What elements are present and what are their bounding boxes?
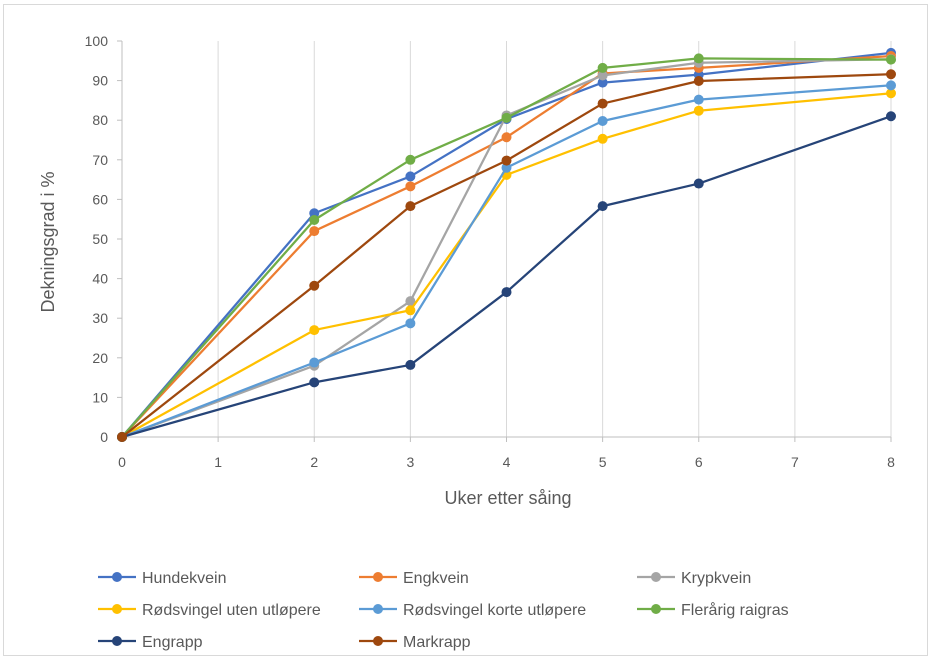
x-tick-label-6: 6 xyxy=(695,454,703,470)
series-7 xyxy=(117,69,896,442)
x-tick-label-0: 0 xyxy=(118,454,126,470)
legend-item-6: Engrapp xyxy=(98,634,203,651)
x-tick-label-5: 5 xyxy=(599,454,607,470)
y-tick-label-90: 90 xyxy=(92,73,108,89)
legend-item-7: Markrapp xyxy=(359,634,471,651)
x-tick-label-1: 1 xyxy=(214,454,222,470)
data-point-4-4 xyxy=(597,115,608,126)
legend-marker-1 xyxy=(373,572,383,582)
data-point-5-4 xyxy=(597,62,608,73)
x-tick-label-2: 2 xyxy=(310,454,318,470)
y-tick-label-20: 20 xyxy=(92,350,108,366)
legend-label-3: Rødsvingel uten utløpere xyxy=(142,602,321,619)
legend-marker-7 xyxy=(373,636,383,646)
data-point-4-5 xyxy=(693,94,704,105)
data-point-3-4 xyxy=(597,133,608,144)
legend-item-0: Hundekvein xyxy=(98,570,227,587)
data-point-3-6 xyxy=(886,88,896,99)
legend: Hundekvein Engkvein Krypkvein Rødsvingel ut… xyxy=(98,570,789,651)
y-axis-title: Dekningsgrad i % xyxy=(38,171,58,312)
data-point-5-1 xyxy=(309,214,320,225)
y-tick-label-0: 0 xyxy=(100,429,108,445)
data-point-4-2 xyxy=(405,318,416,329)
series-4 xyxy=(117,80,896,442)
data-point-7-6 xyxy=(886,69,896,80)
data-point-3-2 xyxy=(405,305,416,316)
legend-label-4: Rødsvingel korte utløpere xyxy=(403,602,586,619)
legend-label-7: Markrapp xyxy=(403,634,471,651)
data-point-0-2 xyxy=(405,171,416,182)
data-point-3-1 xyxy=(309,325,320,336)
data-point-2-4 xyxy=(597,70,608,81)
y-tick-label-40: 40 xyxy=(92,271,108,287)
legend-label-2: Krypkvein xyxy=(681,570,751,587)
data-point-7-4 xyxy=(597,98,608,109)
data-point-7-3 xyxy=(501,155,512,166)
data-point-5-2 xyxy=(405,154,416,165)
data-point-0-4 xyxy=(597,77,608,88)
data-point-6-1 xyxy=(309,377,320,388)
data-point-4-6 xyxy=(886,80,896,91)
data-point-6-3 xyxy=(501,287,512,298)
y-tick-label-100: 100 xyxy=(85,33,109,49)
data-point-3-5 xyxy=(693,105,704,116)
legend-item-4: Rødsvingel korte utløpere xyxy=(359,602,586,619)
data-point-6-5 xyxy=(693,178,704,189)
data-point-6-4 xyxy=(597,201,608,212)
legend-item-1: Engkvein xyxy=(359,570,469,587)
data-point-1-1 xyxy=(309,226,320,237)
data-point-5-3 xyxy=(501,112,512,123)
x-tick-label-4: 4 xyxy=(503,454,511,470)
data-point-7-5 xyxy=(693,75,704,86)
y-tick-label-10: 10 xyxy=(92,389,108,405)
data-point-5-5 xyxy=(693,53,704,64)
x-tick-label-3: 3 xyxy=(406,454,414,470)
data-point-7-2 xyxy=(405,201,416,212)
legend-label-0: Hundekvein xyxy=(142,570,227,587)
legend-label-1: Engkvein xyxy=(403,570,469,587)
x-tick-label-8: 8 xyxy=(887,454,895,470)
series-lines xyxy=(117,47,896,442)
data-point-5-6 xyxy=(886,54,896,65)
chart-frame: 0 10 20 30 40 50 60 70 80 90 100 0 1 2 3 4 5 6 7 8 Uker ett… xyxy=(3,4,928,656)
legend-marker-4 xyxy=(373,604,383,614)
axes xyxy=(117,40,892,442)
legend-label-6: Engrapp xyxy=(142,634,203,651)
y-tick-label-60: 60 xyxy=(92,191,108,207)
legend-item-3: Rødsvingel uten utløpere xyxy=(98,602,321,619)
legend-item-5: Flerårig raigras xyxy=(637,601,789,619)
x-axis-title: Uker etter såing xyxy=(444,488,571,508)
data-point-7-0 xyxy=(117,432,127,442)
legend-marker-6 xyxy=(112,636,122,646)
data-point-7-1 xyxy=(309,280,320,291)
x-tick-label-7: 7 xyxy=(791,454,799,470)
legend-label-5: Flerårig raigras xyxy=(681,601,789,619)
data-point-6-2 xyxy=(405,359,416,370)
legend-marker-5 xyxy=(651,604,661,614)
y-tick-label-70: 70 xyxy=(92,152,108,168)
legend-item-2: Krypkvein xyxy=(637,570,751,587)
data-point-1-2 xyxy=(405,181,416,192)
tick-labels: 0 10 20 30 40 50 60 70 80 90 100 0 1 2 3 4 5 6 7 8 xyxy=(85,33,895,470)
data-point-2-2 xyxy=(405,296,416,307)
line-chart: 0 10 20 30 40 50 60 70 80 90 100 0 1 2 3 4 5 6 7 8 Uker ett… xyxy=(38,33,896,651)
data-point-6-6 xyxy=(886,111,896,122)
legend-marker-2 xyxy=(651,572,661,582)
y-tick-label-80: 80 xyxy=(92,112,108,128)
legend-marker-0 xyxy=(112,572,122,582)
legend-marker-3 xyxy=(112,604,122,614)
y-tick-label-30: 30 xyxy=(92,310,108,326)
y-tick-label-50: 50 xyxy=(92,231,108,247)
data-point-1-3 xyxy=(501,132,512,143)
data-point-4-1 xyxy=(309,357,320,368)
data-point-4-3 xyxy=(501,162,512,173)
